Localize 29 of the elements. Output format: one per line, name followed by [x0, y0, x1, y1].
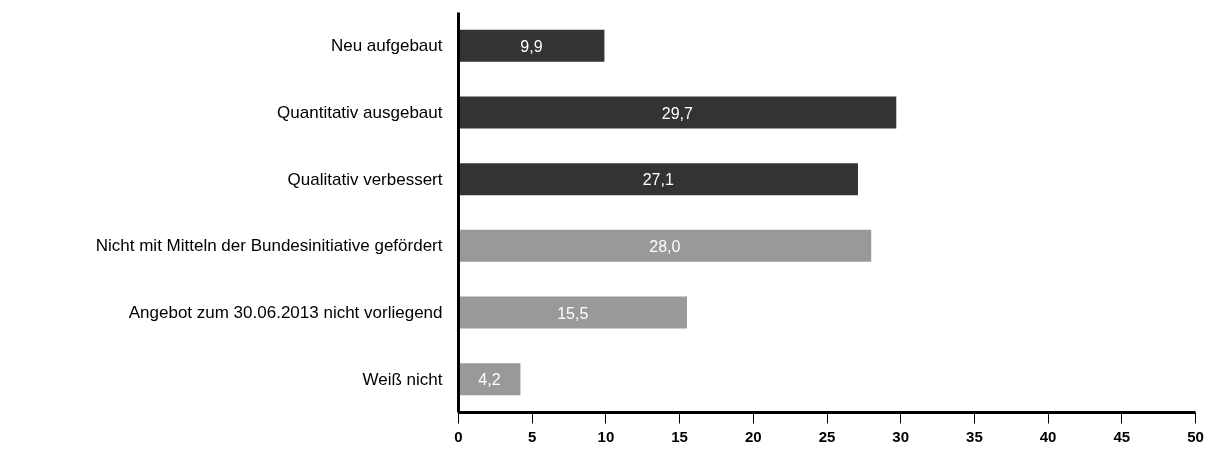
x-tick-label: 0 — [454, 427, 463, 445]
y-tick-label: Quantitativ ausgebaut — [277, 103, 443, 122]
x-tick-label: 45 — [1113, 427, 1131, 445]
x-tick-label: 15 — [671, 427, 688, 445]
x-tick-label: 30 — [892, 427, 910, 445]
y-tick-label: Neu aufgebaut — [330, 36, 443, 56]
y-tick-label: Qualitativ verbessert — [287, 169, 443, 189]
data-label: 4,2 — [478, 371, 501, 389]
x-tick-label: 25 — [818, 427, 836, 445]
x-tick-label: 40 — [1039, 427, 1057, 445]
x-tick-label: 20 — [744, 427, 762, 445]
data-label: 9,9 — [520, 37, 543, 55]
bar — [458, 29, 605, 62]
x-tick-label: 5 — [528, 427, 537, 445]
data-label: 28,0 — [649, 237, 681, 255]
data-label: 27,1 — [642, 171, 674, 189]
bar — [458, 296, 687, 329]
y-tick-label: Angebot zum 30.06.2013 nicht vorliegend — [128, 303, 443, 322]
bar — [458, 363, 521, 396]
x-tick-label: 50 — [1187, 427, 1204, 445]
bar — [458, 96, 897, 129]
y-tick-label: Nicht mit Mitteln der Bundesinitiative gefördert — [95, 236, 443, 256]
bar — [458, 163, 858, 196]
x-tick-label: 10 — [597, 427, 615, 445]
data-label: 15,5 — [557, 304, 589, 322]
y-tick-label: Weiß nicht — [362, 369, 443, 389]
bar — [458, 229, 872, 262]
x-tick-label: 35 — [966, 427, 983, 445]
data-label: 29,7 — [661, 104, 694, 122]
